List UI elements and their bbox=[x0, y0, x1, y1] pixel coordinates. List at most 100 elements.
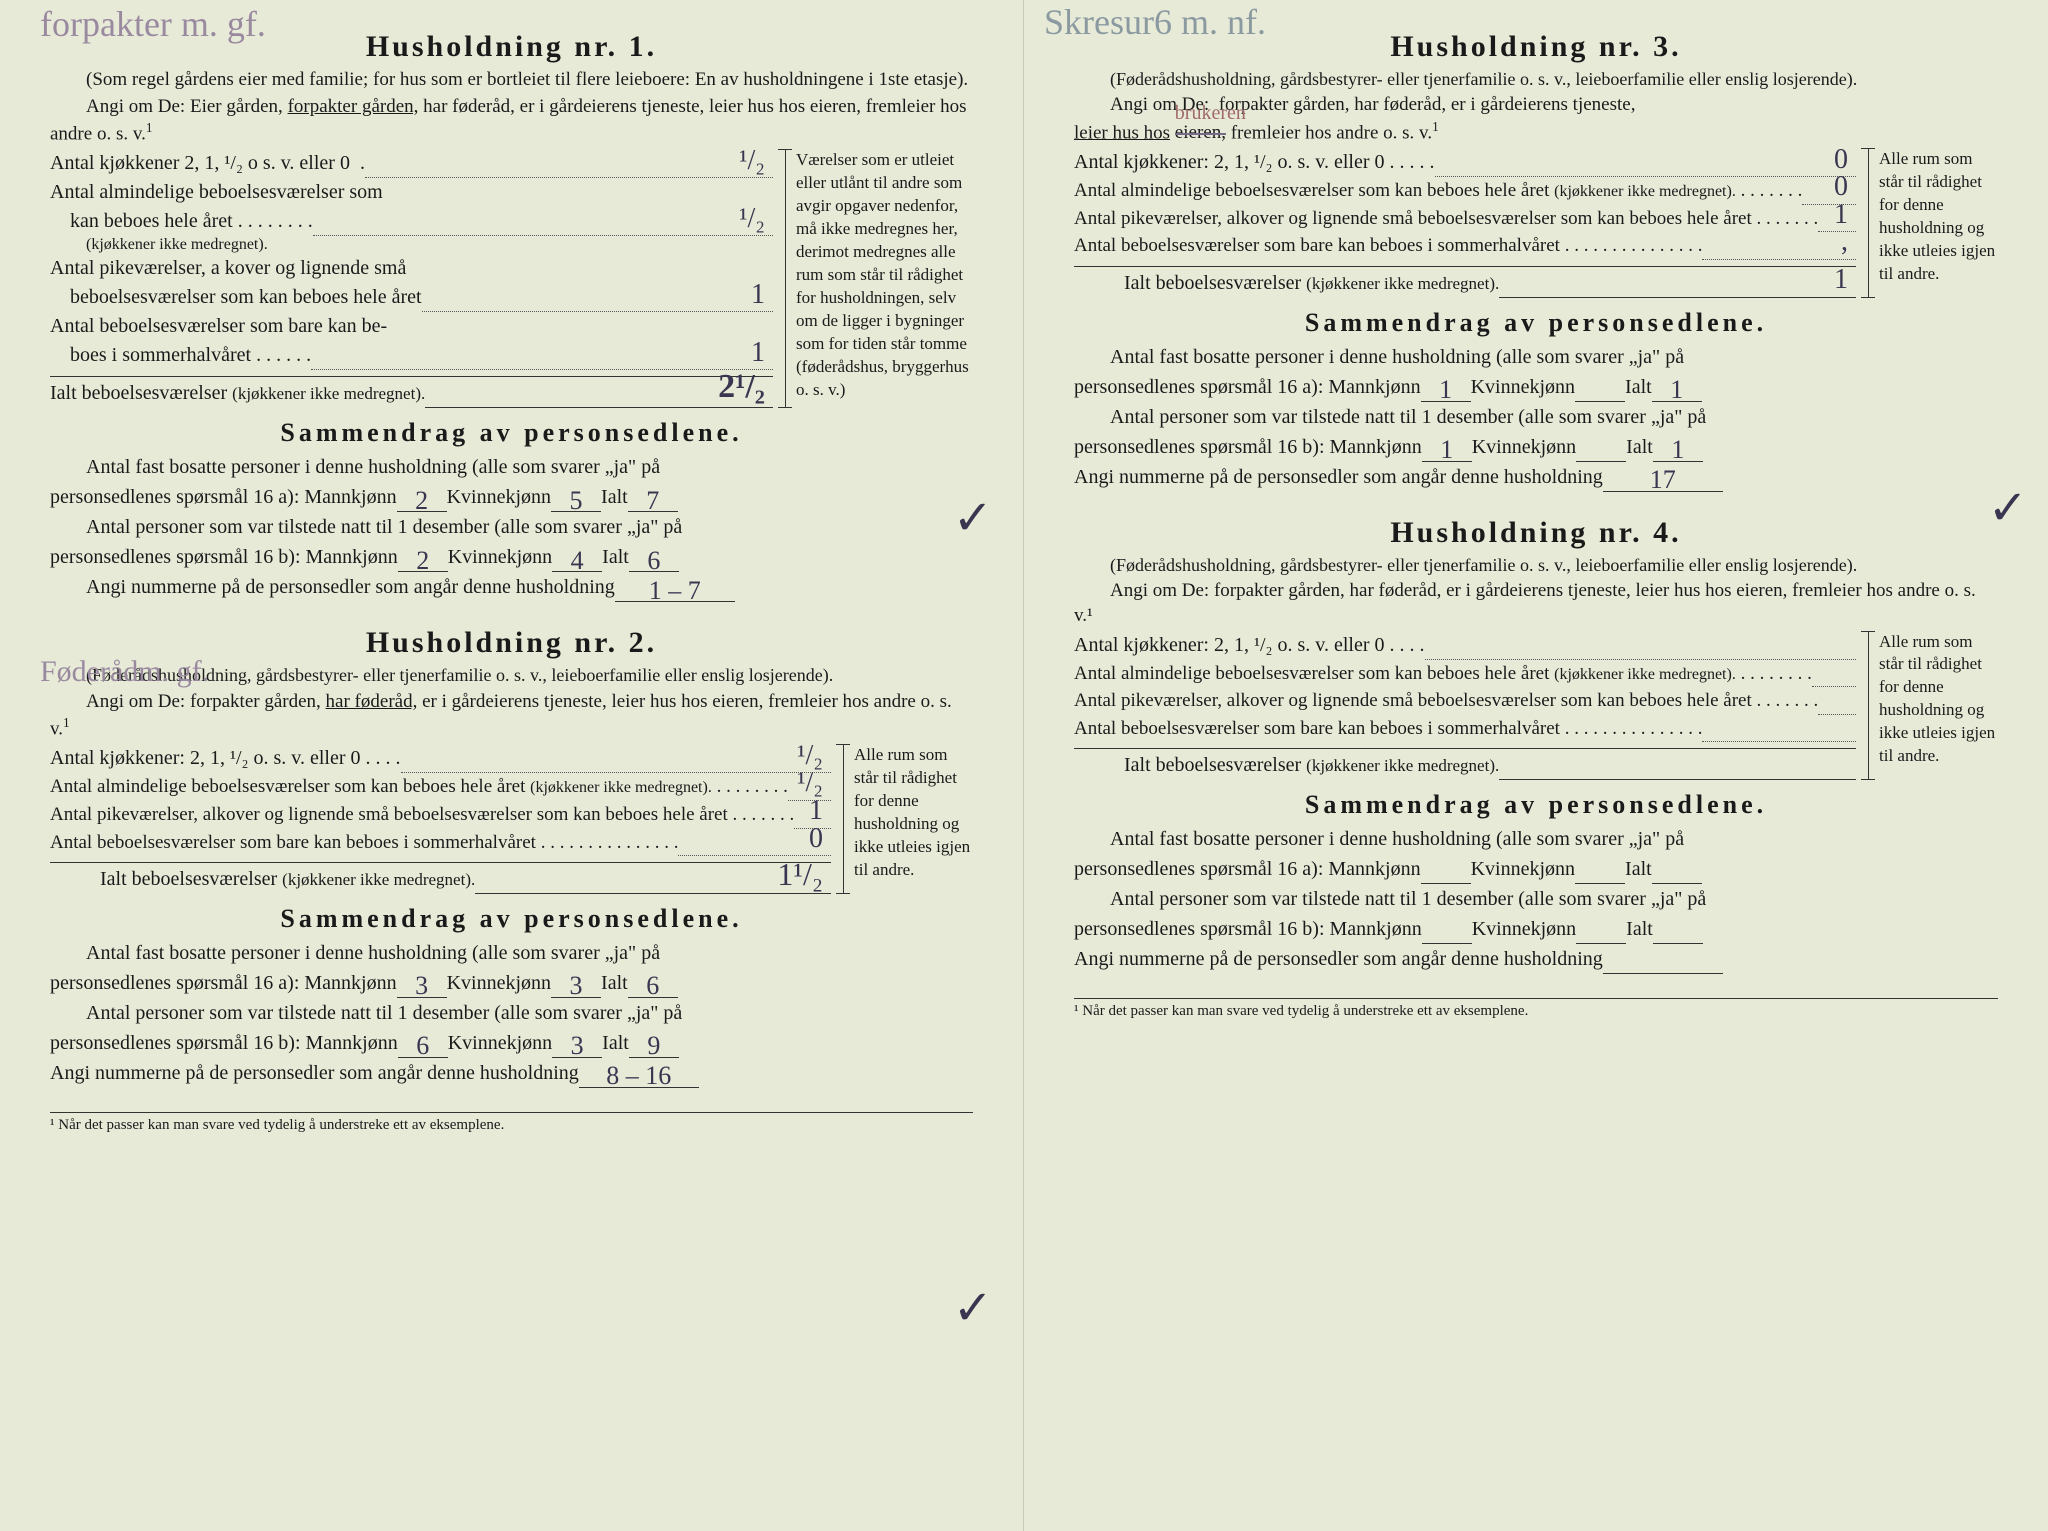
lbl-mann2: Mannkjønn bbox=[306, 542, 398, 572]
h2-nummerne-val: 8 – 16 bbox=[579, 1066, 699, 1088]
lbl-sommer4: Antal beboelsesværelser som bare kan beb… bbox=[1074, 718, 1560, 739]
angi-label2: Angi om De: bbox=[86, 691, 185, 712]
lbl-pike-a: Antal pikeværelser, a kover og lignende … bbox=[50, 254, 406, 283]
lbl-nummerne: Angi nummerne på de personsedler som ang… bbox=[50, 572, 615, 602]
lbl-16a2: personsedlenes spørsmål 16 a): bbox=[50, 968, 299, 998]
h4-nummerne-val bbox=[1603, 973, 1723, 974]
h3-angi-a: forpakter gården, har føderåd, er i gård… bbox=[1219, 94, 1636, 115]
lbl-ialt3: Ialt beboelsesværelser bbox=[1124, 272, 1301, 294]
lbl-kjokken-opt2: 2, 1, ¹/₂ o. s. v. eller 0 bbox=[190, 747, 361, 769]
h1-kjokken-note: (kjøkkener ikke medregnet). bbox=[50, 236, 773, 254]
lbl-kjokken-opt: 2, 1, ¹/₂ o s. v. eller 0 bbox=[184, 152, 350, 174]
h2-b-kvinne: 3 bbox=[552, 1036, 602, 1058]
lbl-kvinne3: Kvinnekjønn bbox=[447, 968, 551, 998]
h2-a-mann: 3 bbox=[397, 976, 447, 998]
h3-ialt-val: 1 bbox=[1834, 260, 1848, 301]
annotation-h1: forpakter m. gf. bbox=[40, 8, 266, 40]
lbl-alm3: Antal almindelige beboelsesværelser som … bbox=[1074, 180, 1549, 201]
h4-fields: Antal kjøkkener: 2, 1, ¹/₂ o. s. v. elle… bbox=[1074, 631, 1856, 781]
h3-angi: Angi om De: forpakter gården, har føderå… bbox=[1074, 93, 1998, 146]
h4-sum-a-label: Antal fast bosatte personer i denne hush… bbox=[1074, 824, 1998, 854]
lbl-kvinne4: Kvinnekjønn bbox=[448, 1028, 552, 1058]
h2-sammendrag: Sammendrag av personsedlene. bbox=[50, 904, 973, 934]
lbl-kvinne5: Kvinnekjønn bbox=[1471, 372, 1575, 402]
h1-pike-val: 1 bbox=[751, 275, 765, 316]
h4-subtitle: (Føderådshusholdning, gårdsbestyrer- ell… bbox=[1074, 554, 1998, 577]
lbl-ialt-note3: (kjøkkener ikke medregnet). bbox=[1306, 274, 1499, 293]
h1-subtitle: (Som regel gårdens eier med familie; for… bbox=[50, 68, 973, 93]
lbl-pike2: Antal pikeværelser, alkover og lignende … bbox=[50, 804, 728, 825]
h2-angi: Angi om De: forpakter gården, har føderå… bbox=[50, 690, 973, 743]
h4-nummerne: Angi nummerne på de personsedler som ang… bbox=[1074, 944, 1998, 974]
h1-kjokken-val: ¹/₂ bbox=[739, 141, 765, 182]
h1-nummerne: Angi nummerne på de personsedler som ang… bbox=[50, 572, 973, 602]
lbl-kvinne7: Kvinnekjønn bbox=[1471, 854, 1575, 884]
h3-sum-a: personsedlenes spørsmål 16 a): Mannkjønn… bbox=[1074, 372, 1998, 402]
h3-nummerne: Angi nummerne på de personsedler som ang… bbox=[1074, 462, 1998, 492]
checkmark-h1: ✓ bbox=[953, 490, 993, 546]
h3-a-mann: 1 bbox=[1421, 380, 1471, 402]
lbl-ialt8: Ialt bbox=[1626, 914, 1653, 944]
h2-sum-a: personsedlenes spørsmål 16 a): Mannkjønn… bbox=[50, 968, 973, 998]
h3-nummerne-val: 17 bbox=[1603, 470, 1723, 492]
h1-b-kvinne: 4 bbox=[552, 551, 602, 573]
h1-sum-b-label: Antal personer som var tilstede natt til… bbox=[50, 512, 973, 542]
h1-underline: forpakter gården, bbox=[288, 96, 419, 117]
h3-sommer-val: , bbox=[1841, 222, 1848, 263]
lbl-ialt5: Ialt bbox=[1625, 372, 1652, 402]
lbl-16a: personsedlenes spørsmål 16 a): bbox=[50, 482, 299, 512]
lbl-kjokken3: Antal kjøkkener bbox=[1074, 151, 1203, 173]
lbl-ialt-note: (kjøkkener ikke medregnet). bbox=[232, 384, 425, 403]
lbl-ialt7: Ialt bbox=[1625, 854, 1652, 884]
lbl-sommer3: Antal beboelsesværelser som bare kan beb… bbox=[1074, 235, 1560, 256]
h1-sum-a: personsedlenes spørsmål 16 a): Mannkjønn… bbox=[50, 482, 973, 512]
h4-title: Husholdning nr. 4. bbox=[1074, 516, 1998, 550]
h1-sidenote: Værelser som er utleiet eller utlånt til… bbox=[785, 149, 973, 408]
lbl-sommer2: Antal beboelsesværelser som bare kan beb… bbox=[50, 832, 536, 853]
h3-fields: Antal kjøkkener: 2, 1, ¹/₂ o. s. v. elle… bbox=[1074, 148, 1856, 298]
lbl-pike-b: beboelsesværelser som kan beboes hele år… bbox=[50, 283, 422, 312]
h4-b-ialt bbox=[1653, 943, 1703, 944]
lbl-sommer-b: boes i sommerhalvåret bbox=[70, 344, 251, 366]
lbl-sommer-a: Antal beboelsesværelser som bare kan be- bbox=[50, 312, 387, 341]
footnote-right: ¹ Når det passer kan man svare ved tydel… bbox=[1074, 998, 1998, 1020]
household-1: Husholdning nr. 1. (Som regel gårdens ei… bbox=[50, 30, 973, 602]
h3-b-mann: 1 bbox=[1422, 440, 1472, 462]
h2-sum-b: personsedlenes spørsmål 16 b): Mannkjønn… bbox=[50, 1028, 973, 1058]
h4-sum-b-label: Antal personer som var tilstede natt til… bbox=[1074, 884, 1998, 914]
lbl-kjokken2: Antal kjøkkener bbox=[50, 747, 179, 769]
household-2: Husholdning nr. 2. (Føderådshusholdning,… bbox=[50, 626, 973, 1088]
lbl-mann5: Mannkjønn bbox=[1328, 372, 1420, 402]
household-3: Husholdning nr. 3. (Føderådshusholdning,… bbox=[1074, 30, 1998, 492]
h2-nummerne: Angi nummerne på de personsedler som ang… bbox=[50, 1058, 973, 1088]
h1-sum-b: personsedlenes spørsmål 16 b): Mannkjønn… bbox=[50, 542, 973, 572]
h1-fields: Antal kjøkkener 2, 1, ¹/₂ o s. v. eller … bbox=[50, 149, 773, 408]
h2-ialt-val: 1¹/₂ bbox=[777, 851, 823, 897]
h3-sidenote: Alle rum som står til rådighet for denne… bbox=[1868, 148, 1998, 298]
lbl-mann: Mannkjønn bbox=[304, 482, 396, 512]
h4-sammendrag: Sammendrag av personsedlene. bbox=[1074, 790, 1998, 820]
lbl-ialt4: Ialt beboelsesværelser bbox=[1124, 754, 1301, 776]
lbl-kjokken-opt3: 2, 1, ¹/₂ o. s. v. eller 0 bbox=[1214, 151, 1385, 173]
lbl-16a3: personsedlenes spørsmål 16 a): bbox=[1074, 372, 1323, 402]
h2-sidenote: Alle rum som står til rådighet for denne… bbox=[843, 744, 973, 894]
h4-angi-line: forpakter gården, har føderåd, er i gård… bbox=[1074, 580, 1976, 626]
lbl-nummerne3: Angi nummerne på de personsedler som ang… bbox=[1074, 462, 1603, 492]
h3-b-ialt: 1 bbox=[1653, 440, 1703, 462]
lbl-ialt: Ialt beboelsesværelser bbox=[50, 382, 227, 404]
page-right: Skresur6 m. nf. Husholdning nr. 3. (Føde… bbox=[1024, 0, 2048, 1531]
angi-label4: Angi om De: bbox=[1110, 580, 1209, 601]
h1-a-ialt: 7 bbox=[628, 491, 678, 513]
h1-angi: Angi om De: Eier gården, forpakter gårde… bbox=[50, 95, 973, 148]
h2-sum-a-label: Antal fast bosatte personer i denne hush… bbox=[50, 938, 973, 968]
lbl-alm-a: Antal almindelige beboelsesværelser som bbox=[50, 178, 383, 207]
lbl-mann8: Mannkjønn bbox=[1330, 914, 1422, 944]
lbl-ialt6: Ialt bbox=[1626, 432, 1653, 462]
h3-subtitle: (Føderådshusholdning, gårdsbestyrer- ell… bbox=[1074, 68, 1998, 91]
h2-sum-b-label: Antal personer som var tilstede natt til… bbox=[50, 998, 973, 1028]
lbl-ialt2: Ialt beboelsesværelser bbox=[100, 868, 277, 890]
checkmark-h2: ✓ bbox=[953, 1280, 993, 1336]
h3-sum-b-label: Antal personer som var tilstede natt til… bbox=[1074, 402, 1998, 432]
lbl-kvinne6: Kvinnekjønn bbox=[1472, 432, 1576, 462]
h1-b-mann: 2 bbox=[398, 551, 448, 573]
